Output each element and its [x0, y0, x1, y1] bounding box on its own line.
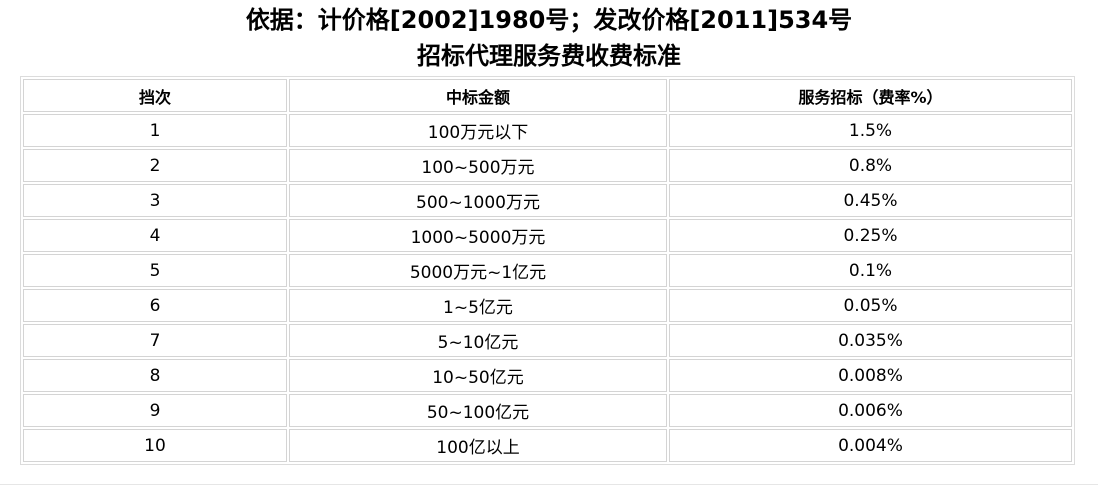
amount-cell: 100亿以上 — [289, 429, 667, 462]
tier-cell: 4 — [23, 219, 287, 252]
tier-cell: 10 — [23, 429, 287, 462]
table-row: 7 5~10亿元 0.035% — [23, 324, 1072, 357]
amount-cell: 10~50亿元 — [289, 359, 667, 392]
tier-cell: 8 — [23, 359, 287, 392]
tier-cell: 1 — [23, 114, 287, 147]
amount-cell: 5~10亿元 — [289, 324, 667, 357]
rate-cell: 0.25% — [669, 219, 1072, 252]
header-tier: 挡次 — [23, 79, 287, 112]
rate-cell: 1.5% — [669, 114, 1072, 147]
amount-cell: 1~5亿元 — [289, 289, 667, 322]
table-row: 6 1~5亿元 0.05% — [23, 289, 1072, 322]
table-row: 10 100亿以上 0.004% — [23, 429, 1072, 462]
table-row: 2 100~500万元 0.8% — [23, 149, 1072, 182]
tier-cell: 7 — [23, 324, 287, 357]
tier-cell: 6 — [23, 289, 287, 322]
fee-standard-table: 挡次 中标金额 服务招标（费率%） 1 100万元以下 1.5% 2 100~5… — [20, 76, 1075, 465]
amount-cell: 100~500万元 — [289, 149, 667, 182]
header-bid-amount: 中标金额 — [289, 79, 667, 112]
rate-cell: 0.05% — [669, 289, 1072, 322]
bottom-divider — [0, 484, 1098, 485]
rate-cell: 0.035% — [669, 324, 1072, 357]
table-row: 9 50~100亿元 0.006% — [23, 394, 1072, 427]
amount-cell: 1000~5000万元 — [289, 219, 667, 252]
table-row: 5 5000万元~1亿元 0.1% — [23, 254, 1072, 287]
rate-cell: 0.8% — [669, 149, 1072, 182]
tier-cell: 3 — [23, 184, 287, 217]
amount-cell: 100万元以下 — [289, 114, 667, 147]
rate-cell: 0.45% — [669, 184, 1072, 217]
document-subtitle: 招标代理服务费收费标准 — [417, 42, 681, 70]
table-row: 8 10~50亿元 0.008% — [23, 359, 1072, 392]
rate-cell: 0.1% — [669, 254, 1072, 287]
rate-cell: 0.006% — [669, 394, 1072, 427]
tier-cell: 2 — [23, 149, 287, 182]
amount-cell: 5000万元~1亿元 — [289, 254, 667, 287]
table-row: 3 500~1000万元 0.45% — [23, 184, 1072, 217]
table-row: 4 1000~5000万元 0.25% — [23, 219, 1072, 252]
table-row: 1 100万元以下 1.5% — [23, 114, 1072, 147]
tier-cell: 9 — [23, 394, 287, 427]
rate-cell: 0.004% — [669, 429, 1072, 462]
header-rate: 服务招标（费率%） — [669, 79, 1072, 112]
table-header-row: 挡次 中标金额 服务招标（费率%） — [23, 79, 1072, 112]
tier-cell: 5 — [23, 254, 287, 287]
document-title: 依据：计价格[2002]1980号；发改价格[2011]534号 — [245, 6, 853, 34]
rate-cell: 0.008% — [669, 359, 1072, 392]
amount-cell: 50~100亿元 — [289, 394, 667, 427]
amount-cell: 500~1000万元 — [289, 184, 667, 217]
